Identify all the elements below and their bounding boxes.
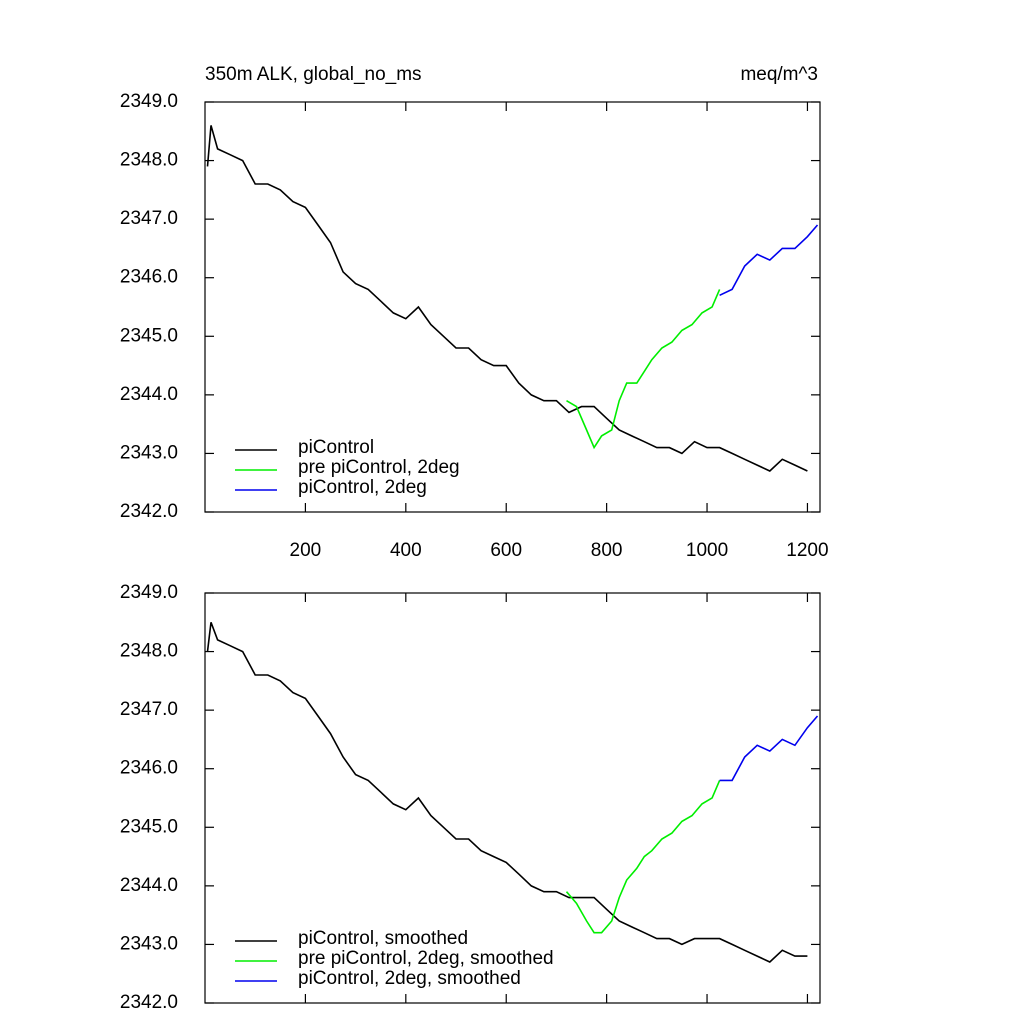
x-tick-label: 1200 xyxy=(786,540,828,561)
x-tick-label: 800 xyxy=(591,540,623,561)
y-tick-label: 2349.0 xyxy=(120,91,178,112)
chart-title: 350m ALK, global_no_ms xyxy=(205,64,422,85)
legend-label: pre piControl, 2deg xyxy=(298,457,460,478)
y-tick-label: 2346.0 xyxy=(120,758,178,779)
legend-label: piControl, 2deg, smoothed xyxy=(298,968,521,989)
x-tick-label: 600 xyxy=(490,540,522,561)
plot-frame xyxy=(204,101,821,513)
units-label: meq/m^3 xyxy=(740,64,818,85)
y-tick-label: 2344.0 xyxy=(120,384,178,405)
legend-label: piControl, 2deg xyxy=(298,477,427,498)
legend-label: piControl, smoothed xyxy=(298,928,468,949)
y-tick-label: 2347.0 xyxy=(120,699,178,720)
y-tick-label: 2342.0 xyxy=(120,501,178,522)
data-line xyxy=(206,622,808,963)
x-tick-label: 200 xyxy=(290,540,322,561)
y-tick-label: 2344.0 xyxy=(120,875,178,896)
data-line xyxy=(206,125,808,472)
x-tick-label: 400 xyxy=(390,540,422,561)
data-line xyxy=(566,289,721,450)
y-tick-label: 2342.0 xyxy=(120,992,178,1013)
data-line xyxy=(565,780,721,934)
y-tick-label: 2349.0 xyxy=(120,582,178,603)
y-tick-label: 2347.0 xyxy=(120,208,178,229)
y-tick-label: 2345.0 xyxy=(120,325,178,346)
data-line xyxy=(719,224,819,297)
y-tick-label: 2348.0 xyxy=(120,150,178,171)
plot-frame xyxy=(204,592,821,1004)
y-tick-label: 2343.0 xyxy=(120,933,178,954)
y-tick-label: 2343.0 xyxy=(120,442,178,463)
legend-label: piControl xyxy=(298,437,374,458)
y-tick-label: 2348.0 xyxy=(120,641,178,662)
x-tick-label: 1000 xyxy=(686,540,728,561)
data-line xyxy=(719,715,819,782)
y-tick-label: 2345.0 xyxy=(120,816,178,837)
legend-label: pre piControl, 2deg, smoothed xyxy=(298,948,554,969)
y-tick-label: 2346.0 xyxy=(120,267,178,288)
